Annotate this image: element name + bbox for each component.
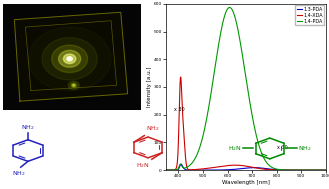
Polygon shape <box>52 45 88 73</box>
Polygon shape <box>68 58 71 60</box>
1,4-PDA <box>182 167 186 169</box>
Polygon shape <box>68 81 79 90</box>
Polygon shape <box>67 57 72 61</box>
Polygon shape <box>14 12 128 101</box>
1,4-XDA <box>182 141 186 143</box>
1,4-PDA <box>192 160 196 162</box>
1,3-PDA <box>321 169 325 171</box>
1,4-XDA <box>225 164 229 167</box>
1,3-PDA <box>225 169 229 171</box>
Text: NH$_2$: NH$_2$ <box>146 125 160 133</box>
Y-axis label: Intensity [a.u.]: Intensity [a.u.] <box>147 67 152 107</box>
Line: 1,4-XDA: 1,4-XDA <box>166 77 326 170</box>
Text: H$_2$N: H$_2$N <box>228 144 241 153</box>
Polygon shape <box>71 83 77 87</box>
1,4-PDA <box>232 14 236 16</box>
1,4-PDA <box>164 169 168 171</box>
Polygon shape <box>73 84 75 86</box>
Polygon shape <box>63 54 76 64</box>
1,3-PDA <box>303 169 307 171</box>
1,4-XDA <box>179 76 183 78</box>
1,3-PDA <box>232 168 236 170</box>
1,4-PDA <box>303 169 307 171</box>
Text: x 30: x 30 <box>174 107 185 112</box>
Text: NH$_2$: NH$_2$ <box>21 123 35 132</box>
Text: NH$_2$: NH$_2$ <box>12 169 26 178</box>
1,4-XDA <box>232 164 236 166</box>
Polygon shape <box>59 50 81 67</box>
Text: H$_2$N: H$_2$N <box>136 161 150 170</box>
1,3-PDA <box>182 168 186 170</box>
Legend: 1,3-PDA, 1,4-XDA, 1,4-PDA: 1,3-PDA, 1,4-XDA, 1,4-PDA <box>295 5 324 25</box>
1,4-PDA <box>228 6 232 9</box>
Text: NH$_2$: NH$_2$ <box>298 144 312 153</box>
1,4-PDA <box>225 8 229 10</box>
Polygon shape <box>42 38 97 80</box>
1,3-PDA <box>192 169 196 171</box>
1,4-PDA <box>324 169 328 171</box>
Text: x 30: x 30 <box>277 145 287 150</box>
1,3-PDA <box>179 163 183 165</box>
Line: 1,3-PDA: 1,3-PDA <box>166 164 326 170</box>
1,4-XDA <box>192 168 196 171</box>
1,4-PDA <box>321 169 325 171</box>
X-axis label: Wavelength [nm]: Wavelength [nm] <box>222 180 270 185</box>
1,4-XDA <box>303 169 307 171</box>
1,3-PDA <box>164 169 168 171</box>
1,3-PDA <box>324 169 328 171</box>
1,4-XDA <box>324 169 328 171</box>
Line: 1,4-PDA: 1,4-PDA <box>166 7 326 170</box>
1,4-XDA <box>321 169 325 171</box>
1,4-XDA <box>164 169 168 171</box>
